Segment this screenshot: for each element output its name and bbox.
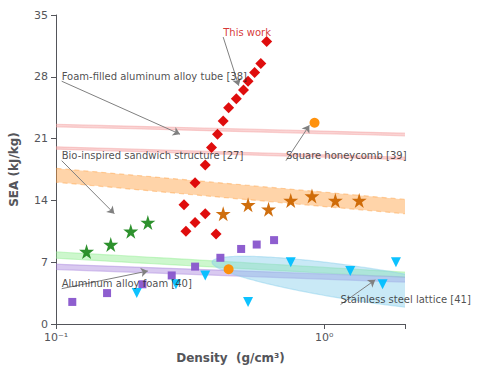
svg-text:SEA (kJ/kg): SEA (kJ/kg) (7, 132, 21, 207)
svg-text:Square honeycomb [39]: Square honeycomb [39] (286, 150, 407, 161)
svg-text:0: 0 (41, 318, 48, 331)
svg-text:21: 21 (34, 132, 48, 145)
svg-text:10⁰: 10⁰ (315, 331, 334, 344)
svg-text:14: 14 (34, 194, 48, 207)
svg-text:35: 35 (34, 9, 48, 22)
svg-text:Foam-filled aluminum alloy tub: Foam-filled aluminum alloy tube [38] (62, 71, 247, 82)
svg-text:Stainless steel lattice [41]: Stainless steel lattice [41] (341, 294, 471, 305)
svg-text:Bio-inspired sandwich structur: Bio-inspired sandwich structure [27] (62, 150, 244, 161)
svg-text:Aluminum alloy foam [40]: Aluminum alloy foam [40] (62, 278, 192, 289)
svg-text:This work: This work (222, 27, 271, 38)
svg-text:Density (g/cm³): Density (g/cm³) (176, 351, 285, 365)
svg-text:10⁻¹: 10⁻¹ (44, 331, 68, 344)
svg-text:28: 28 (34, 70, 48, 83)
svg-text:7: 7 (41, 256, 48, 269)
